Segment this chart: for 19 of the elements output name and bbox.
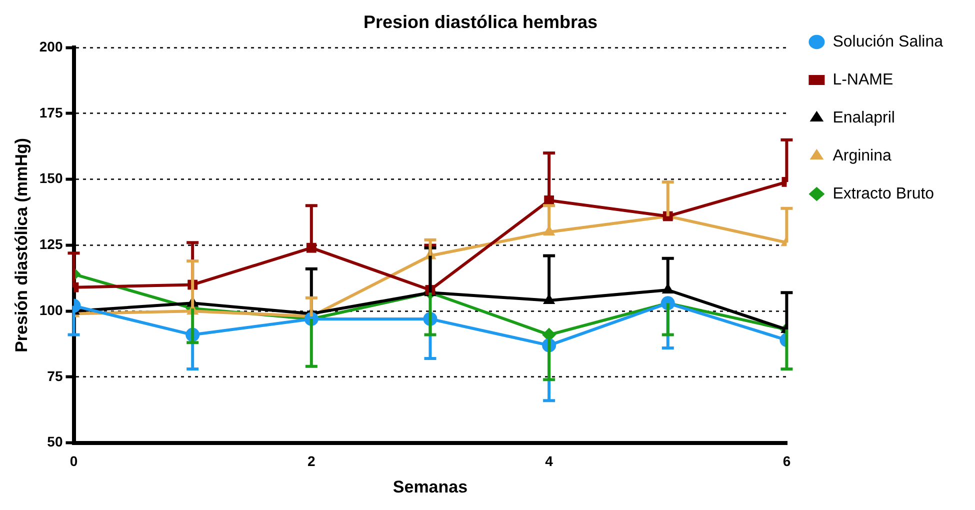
y-axis-title: Presión diastólica (mmHg) [12, 138, 31, 352]
y-tick-label: 175 [39, 104, 63, 120]
chart-title: Presion diastólica hembras [363, 12, 598, 32]
y-tick-label: 100 [39, 302, 63, 318]
legend-label: Solución Salina [832, 33, 944, 50]
y-tick-label: 125 [39, 236, 63, 252]
x-tick-label: 0 [70, 453, 78, 470]
legend-label: Extracto Bruto [832, 185, 934, 202]
x-tick-label: 6 [782, 453, 791, 470]
y-tick-label: 75 [47, 368, 63, 384]
legend-label: Enalapril [832, 109, 895, 126]
x-axis-title: Semanas [392, 477, 468, 496]
y-tick-label: 200 [39, 38, 63, 54]
x-tick-label: 4 [545, 453, 554, 470]
x-tick-label: 2 [308, 453, 316, 470]
legend-label: Arginina [832, 147, 892, 164]
y-tick-label: 50 [47, 434, 63, 450]
y-tick-label: 150 [39, 170, 63, 186]
legend-label: L-NAME [832, 71, 894, 88]
